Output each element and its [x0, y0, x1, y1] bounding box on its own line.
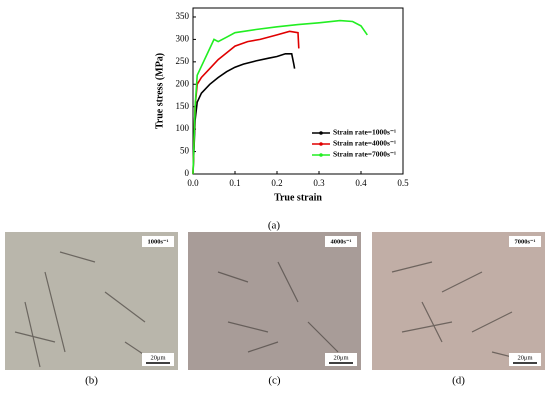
panel-label: (b): [85, 375, 98, 387]
y-axis-label: True stress (MPa): [154, 53, 165, 129]
legend-label: Strain rate=4000s⁻¹: [333, 139, 396, 148]
x-tick-label: 0.4: [355, 178, 367, 188]
legend-marker: [319, 131, 323, 135]
y-tick-label: 200: [176, 78, 190, 88]
x-tick-label: 0.5: [397, 178, 409, 188]
scale-label: 20μm: [150, 354, 165, 361]
rate-box: [325, 236, 357, 247]
y-tick-label: 0: [185, 168, 190, 178]
panel-label: (a): [268, 220, 281, 232]
rate-box: [142, 236, 174, 247]
plot-frame: [192, 7, 404, 175]
legend-marker: [319, 153, 323, 157]
y-tick-label: 300: [176, 33, 190, 43]
panel-label: (c): [268, 375, 281, 387]
x-tick-label: 0.2: [271, 178, 282, 188]
micrograph-feature: [14, 251, 156, 368]
x-tick-label: 0.3: [313, 178, 325, 188]
micrograph: [5, 232, 178, 370]
panel-label: (d): [452, 375, 465, 387]
micrograph-feature: [217, 261, 339, 353]
x-tick-label: 0.1: [229, 178, 240, 188]
rate-label: 4000s⁻¹: [331, 238, 352, 245]
x-axis-label: True strain: [274, 192, 322, 203]
y-tick-label: 100: [176, 123, 190, 133]
y-tick-label: 150: [176, 101, 190, 111]
legend-label: Strain rate=1000s⁻¹: [333, 128, 396, 137]
y-tick-label: 50: [180, 146, 190, 156]
y-tick-label: 350: [176, 11, 190, 21]
series-line: [192, 19, 368, 175]
scale-label: 20μm: [333, 354, 348, 361]
y-tick-label: 250: [176, 56, 190, 66]
legend-marker: [319, 142, 323, 146]
series-line: [192, 53, 296, 175]
series-line: [192, 30, 300, 175]
rate-label: 1000s⁻¹: [148, 238, 169, 245]
legend-label: Strain rate=7000s⁻¹: [333, 150, 396, 159]
micrograph-feature: [391, 261, 533, 363]
rate-box: [509, 236, 541, 247]
x-tick-label: 0.0: [187, 178, 199, 188]
rate-label: 7000s⁻¹: [515, 238, 536, 245]
scale-label: 20μm: [517, 354, 532, 361]
micrograph: [372, 232, 545, 370]
